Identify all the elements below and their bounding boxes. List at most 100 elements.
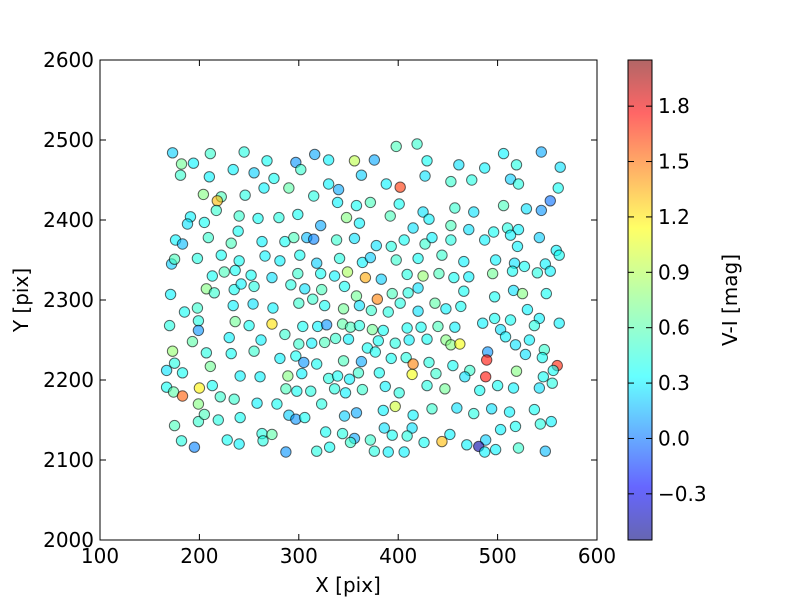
data-point (348, 232, 361, 245)
data-point (292, 208, 304, 221)
data-point (350, 290, 363, 302)
data-point (394, 297, 406, 309)
data-point (310, 358, 323, 370)
data-point (353, 299, 366, 312)
data-point (261, 155, 273, 167)
data-point (423, 356, 435, 369)
data-point (444, 428, 456, 441)
data-point (315, 398, 328, 410)
data-point (353, 319, 366, 332)
colorbar-label: V-I [mag] (718, 254, 742, 346)
data-point (533, 231, 546, 244)
data-point (234, 411, 246, 424)
data-point (238, 146, 250, 158)
data-point (348, 155, 361, 167)
data-point (212, 414, 224, 426)
data-point (401, 268, 413, 281)
data-point (544, 265, 556, 277)
data-point (421, 333, 433, 345)
data-point (192, 315, 205, 327)
data-point (385, 240, 397, 253)
data-point (233, 210, 245, 222)
data-point (418, 436, 430, 449)
data-point (406, 368, 418, 381)
data-point (198, 216, 211, 229)
data-point (229, 264, 241, 277)
data-point (355, 355, 368, 368)
data-point (533, 382, 546, 394)
data-point (521, 303, 534, 316)
data-point (382, 306, 394, 318)
data-point (274, 255, 286, 267)
data-point (298, 356, 310, 369)
data-point (243, 319, 255, 332)
data-point (544, 195, 556, 207)
data-point (468, 206, 480, 218)
data-point (547, 364, 559, 377)
data-point (453, 159, 465, 171)
data-point (499, 331, 512, 343)
data-point (191, 302, 204, 314)
data-point (412, 252, 424, 265)
data-point (204, 360, 217, 373)
data-point (338, 410, 351, 422)
data-point (384, 210, 396, 222)
y-tick-label: 2500 (43, 128, 94, 152)
data-point (520, 203, 533, 215)
data-point (368, 154, 381, 166)
x-tick-label: 200 (180, 544, 218, 568)
data-point (359, 271, 372, 284)
data-point (292, 267, 304, 280)
data-point (233, 255, 245, 267)
data-point (229, 315, 241, 328)
data-point (516, 287, 529, 300)
data-point (202, 231, 215, 244)
data-point (377, 324, 389, 337)
data-point (400, 351, 412, 364)
data-point (476, 317, 489, 329)
data-point (402, 287, 414, 299)
data-point (255, 334, 267, 346)
colorbar-frame (627, 59, 653, 541)
y-axis: 2000 2100 2200 2300 2400 2500 2600 (43, 48, 597, 552)
data-point (487, 226, 500, 238)
data-point (314, 267, 327, 280)
data-point (288, 231, 300, 244)
data-point (248, 167, 260, 179)
y-tick-label: 2000 (43, 528, 94, 552)
data-point (449, 321, 461, 333)
x-tick-label: 400 (379, 544, 417, 568)
data-point (412, 282, 424, 294)
data-point (504, 314, 517, 326)
data-point (512, 223, 525, 236)
data-point (394, 181, 406, 193)
data-point (478, 162, 491, 174)
data-point (203, 171, 216, 183)
data-point (403, 334, 415, 346)
data-point (419, 238, 431, 250)
data-point (389, 400, 401, 413)
data-point (455, 300, 467, 313)
data-point (332, 183, 345, 196)
data-point (175, 158, 188, 170)
data-point (342, 333, 355, 345)
data-point (268, 172, 280, 185)
data-point (468, 407, 480, 420)
data-point (433, 267, 445, 280)
data-point (248, 345, 260, 357)
data-point (412, 305, 424, 317)
y-tick-label: 2200 (43, 368, 94, 392)
y-tick-label: 2300 (43, 288, 94, 312)
data-point (393, 387, 405, 399)
data-point (528, 403, 541, 416)
data-point (366, 323, 379, 336)
data-point (328, 383, 341, 395)
plot-frame (99, 59, 598, 541)
data-point (401, 430, 413, 442)
data-point (458, 255, 470, 268)
data-point (218, 266, 230, 278)
data-point (554, 161, 566, 173)
data-point (479, 371, 492, 383)
x-tick-label: 100 (81, 544, 119, 568)
data-point (512, 178, 525, 190)
